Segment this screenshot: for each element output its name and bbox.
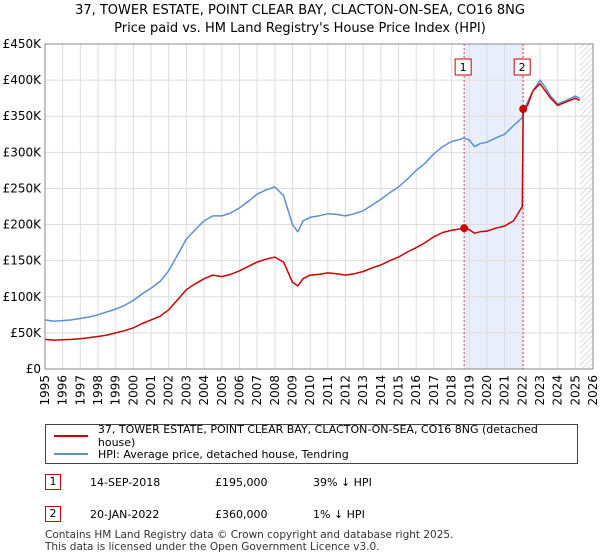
x-tick-label: 2005 <box>215 375 229 406</box>
sale-marker-box <box>454 58 472 76</box>
plot-frame <box>44 43 594 370</box>
sale-price: £195,000 <box>215 476 268 489</box>
y-tick-label: £0 <box>26 362 41 376</box>
x-tick-label: 1996 <box>56 375 70 406</box>
sale-price: £360,000 <box>215 508 268 521</box>
footer: Contains HM Land Registry data © Crown c… <box>45 529 453 553</box>
sale-point <box>460 224 469 233</box>
y-tick-label: £450K <box>3 37 43 51</box>
x-tick-label: 2018 <box>445 375 459 406</box>
chart-subtitle: Price paid vs. HM Land Registry's House … <box>114 21 486 36</box>
sale-row: 1 14-SEP-2018 £195,000 39% ↓ HPI <box>45 474 545 494</box>
x-tick-label: 2008 <box>268 375 282 406</box>
x-tick-label: 2020 <box>480 375 494 406</box>
sale-marker-box <box>513 58 531 76</box>
x-tick-label: 2025 <box>568 375 582 406</box>
x-tick-label: 1995 <box>38 375 52 406</box>
legend-swatch-hpi <box>54 453 88 455</box>
x-tick-label: 1999 <box>109 375 123 406</box>
x-tick-label: 2009 <box>285 375 299 406</box>
sale-period-shade <box>464 44 524 369</box>
series-line-property <box>44 82 581 341</box>
y-tick-label: £250K <box>3 181 43 195</box>
x-tick-label: 2015 <box>392 375 406 406</box>
price-chart: £0 £50K £100K £150K £200K £250K £300K £350K £400… <box>3 37 600 406</box>
legend-item-hpi: HPI: Average price, detached house, Tend… <box>54 445 349 463</box>
x-tick-label: 2007 <box>250 375 264 406</box>
legend-label-property: 37, TOWER ESTATE, POINT CLEAR BAY, CLACT… <box>97 423 538 449</box>
sale-date: 14-SEP-2018 <box>90 476 161 489</box>
x-tick-label: 2024 <box>551 375 565 406</box>
sale-hpi-diff: 39% ↓ HPI <box>313 476 372 489</box>
x-tick-label: 2011 <box>321 375 335 406</box>
chart-title: 37, TOWER ESTATE, POINT CLEAR BAY, CLACT… <box>75 3 525 18</box>
x-tick-label: 2001 <box>144 375 158 406</box>
forecast-hatch <box>579 44 593 369</box>
x-tick-label: 2022 <box>515 375 529 406</box>
x-tick-label: 2017 <box>427 375 441 406</box>
x-tick-label: 2000 <box>126 375 140 406</box>
x-tick-label: 2012 <box>339 375 353 406</box>
x-tick-label: 2006 <box>232 375 246 406</box>
x-tick-label: 1998 <box>91 375 105 406</box>
sale-row: 2 20-JAN-2022 £360,000 1% ↓ HPI <box>45 506 545 526</box>
x-tick-label: 1997 <box>73 375 87 406</box>
y-tick-label: £50K <box>10 326 42 340</box>
sale-number-badge: 2 <box>45 506 61 522</box>
x-tick-label: 2002 <box>162 375 176 406</box>
sale-hpi-diff: 1% ↓ HPI <box>313 508 365 521</box>
x-tick-label: 2004 <box>197 375 211 406</box>
sale-date: 20-JAN-2022 <box>90 508 160 521</box>
sale-marker-label: 2 <box>519 61 526 74</box>
footer-copyright: Contains HM Land Registry data © Crown c… <box>45 529 454 541</box>
legend-swatch-property <box>54 435 88 437</box>
y-tick-label: £400K <box>3 73 43 87</box>
sale-number-badge: 1 <box>45 474 61 490</box>
x-tick-label: 2014 <box>374 375 388 406</box>
y-tick-label: £150K <box>3 254 43 268</box>
x-tick-label: 2019 <box>462 375 476 406</box>
legend-label-hpi: HPI: Average price, detached house, Tend… <box>98 447 349 461</box>
x-tick-label: 2010 <box>303 375 317 406</box>
y-tick-label: £200K <box>3 218 43 232</box>
sale-point <box>519 105 528 113</box>
legend-item-property: 37, TOWER ESTATE, POINT CLEAR BAY, CLACT… <box>54 423 577 449</box>
x-tick-label: 2026 <box>586 375 600 406</box>
sale-marker-label: 1 <box>460 61 467 74</box>
y-tick-label: £350K <box>3 109 43 123</box>
series-line-hpi <box>44 79 581 323</box>
footer-licence: This data is licensed under the Open Gov… <box>45 541 380 553</box>
x-tick-label: 2013 <box>356 375 370 406</box>
legend: 37, TOWER ESTATE, POINT CLEAR BAY, CLACT… <box>45 423 578 464</box>
x-tick-label: 2023 <box>533 375 547 406</box>
y-tick-label: £300K <box>3 145 43 159</box>
y-tick-label: £100K <box>3 290 43 304</box>
x-tick-label: 2003 <box>179 375 193 406</box>
x-tick-label: 2021 <box>498 375 512 406</box>
x-tick-label: 2016 <box>409 375 423 406</box>
